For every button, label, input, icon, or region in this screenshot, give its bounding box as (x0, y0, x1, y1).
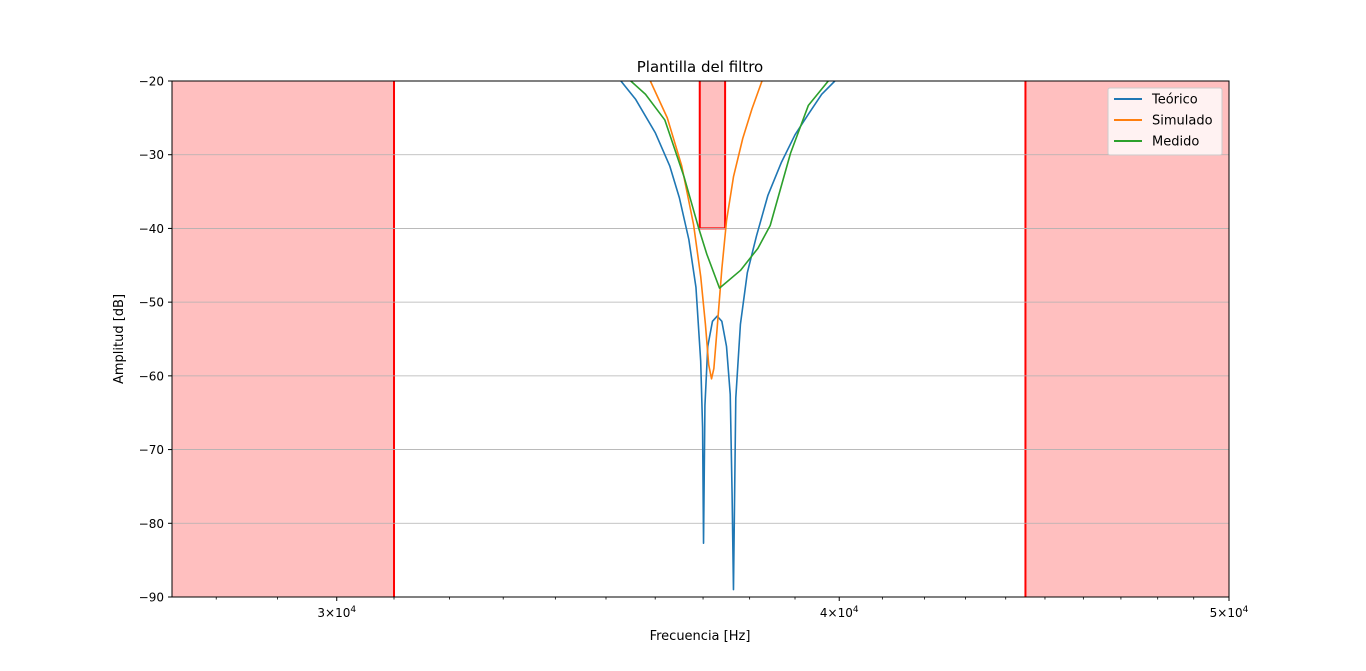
series-line (649, 81, 763, 380)
y-tick-label: −20 (139, 75, 164, 89)
x-tick-label: 4×104 (820, 605, 859, 620)
axes-frame (171, 80, 1230, 598)
x-tick-label: 5×104 (1210, 605, 1249, 620)
series-line (620, 81, 836, 591)
stop-band-region (1025, 81, 1229, 597)
y-tick-label: −40 (139, 222, 164, 236)
x-axis-label: Frecuencia [Hz] (650, 629, 751, 644)
x-tick-label: 3×104 (317, 605, 356, 620)
chart-title: Plantilla del filtro (637, 58, 763, 76)
y-axis-label: Amplitud [dB] (112, 294, 127, 384)
legend-label: Teórico (1151, 93, 1198, 108)
y-tick-label: −60 (139, 369, 164, 383)
stop-band-region (172, 81, 395, 597)
y-tick-label: −90 (139, 591, 164, 605)
y-tick-label: −30 (139, 148, 164, 162)
y-tick-label: −50 (139, 296, 164, 310)
legend-label: Simulado (1152, 114, 1213, 129)
y-tick-label: −70 (139, 443, 164, 457)
legend-label: Medido (1152, 135, 1199, 150)
legend-box (1107, 87, 1223, 156)
legend: Teórico Simulado Medido (1107, 87, 1223, 156)
y-tick-label: −80 (139, 517, 164, 531)
series-line (630, 81, 829, 289)
